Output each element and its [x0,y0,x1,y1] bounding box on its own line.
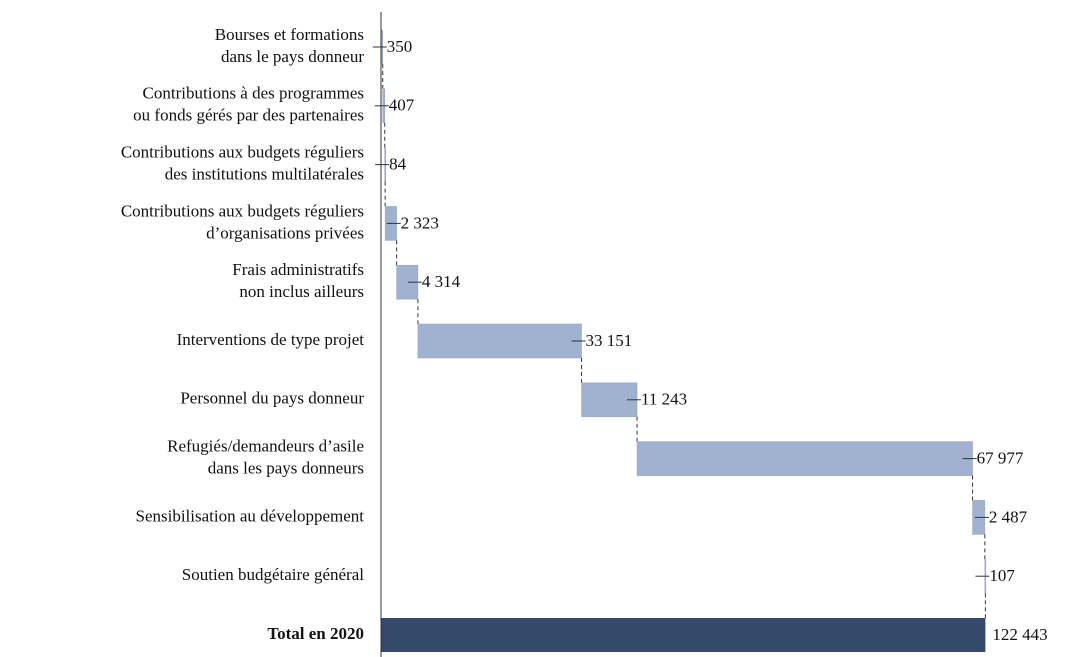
value-label: 2 323 [401,213,439,232]
category-label: Bourses et formations [215,25,364,44]
value-label: 11 243 [641,390,687,409]
total-value-label: 122 443 [992,625,1047,644]
category-label: non inclus ailleurs [239,282,364,301]
category-label: Refugiés/demandeurs d’asile [167,437,364,456]
value-label: 350 [387,37,413,56]
category-label: Sensibilisation au développement [135,506,364,525]
value-label: 4 314 [422,272,461,291]
category-label: Contributions aux budgets réguliers [121,201,364,220]
category-label: Total en 2020 [267,624,364,643]
category-label: dans le pays donneur [221,47,364,66]
category-label: Interventions de type projet [177,330,365,349]
total-bar [381,618,986,652]
value-label: 107 [989,566,1015,585]
bar [417,323,582,359]
category-label: des institutions multilatérales [165,165,364,184]
category-label: dans les pays donneurs [208,459,364,478]
value-label: 33 151 [586,331,633,350]
value-label: 67 977 [977,449,1024,468]
value-label: 2 487 [989,507,1028,526]
category-label: Frais administratifs [232,260,364,279]
category-label: Contributions aux budgets réguliers [121,143,364,162]
value-label: 407 [389,96,415,115]
category-label: Contributions à des programmes [143,84,364,103]
category-label: Personnel du pays donneur [180,389,364,408]
category-label: ou fonds gérés par des partenaires [133,106,364,125]
value-label: 84 [389,155,407,174]
category-label: Soutien budgétaire général [182,565,364,584]
bar [636,441,973,476]
category-label: d’organisations privées [206,223,364,242]
